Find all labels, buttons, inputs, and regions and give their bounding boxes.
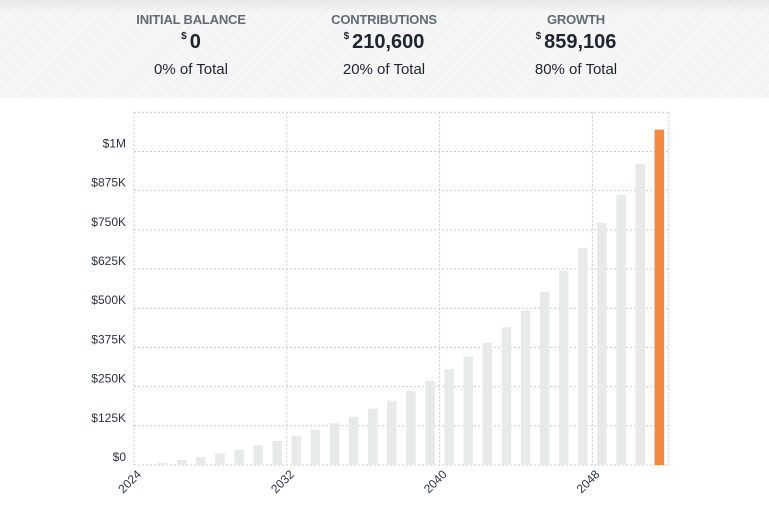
y-tick-label: $750K [91,215,126,229]
bar [157,462,168,465]
x-tick-label: 2040 [421,467,450,496]
bar [520,310,531,465]
stat-label: CONTRIBUTIONS [331,12,437,27]
stat-contributions: CONTRIBUTIONS $210,600 20% of Total [294,12,474,78]
x-tick-label: 2024 [115,467,144,496]
stat-growth: GROWTH $859,106 80% of Total [486,12,666,78]
bar [425,380,435,465]
y-tick-label: $625K [91,254,126,268]
y-tick-label: $0 [113,450,127,464]
stat-percent: 20% of Total [342,61,426,78]
bar [559,270,569,465]
bar [444,369,454,465]
bar [406,391,416,465]
stat-value: $210,600 [343,31,425,53]
bar [291,435,302,465]
bar [215,453,225,465]
bar [329,423,340,465]
y-tick-label: $1M [103,136,126,150]
y-tick-label: $500K [91,293,126,307]
bar [463,356,473,465]
summary-panel: INITIAL BALANCE $0 0% of Total CONTRIBUT… [0,0,769,98]
y-tick-label: $250K [91,372,126,386]
bar [539,291,550,465]
bar [253,445,263,465]
y-tick-label: $875K [91,176,126,190]
bar [578,248,588,465]
bar [234,449,244,465]
stat-initial-balance: INITIAL BALANCE $0 0% of Total [101,12,281,78]
bar [616,194,626,465]
stat-label: GROWTH [546,12,605,27]
bar [482,342,493,465]
stat-value: $0 [181,31,201,53]
x-tick-label: 2032 [268,467,297,496]
y-tick-label: $125K [91,411,126,425]
bar-highlight [654,129,664,465]
stat-percent: 0% of Total [154,61,228,78]
stat-value: $859,106 [535,31,617,53]
y-tick-label: $375K [91,332,126,346]
x-tick-label: 2048 [574,467,603,496]
stat-percent: 80% of Total [534,61,618,78]
bar [310,429,321,465]
bar [635,163,645,465]
bar [177,459,187,465]
bar [387,400,397,465]
bar [196,456,206,465]
bar [368,408,378,465]
bar [348,416,359,465]
bar [501,327,512,465]
bar [597,222,607,465]
stat-label: INITIAL BALANCE [136,12,246,27]
bar [272,440,282,465]
